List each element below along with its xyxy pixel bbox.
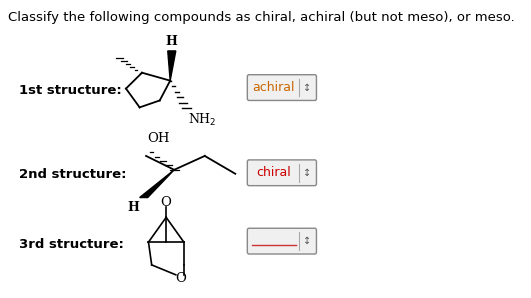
Text: O: O [175,272,186,285]
Text: ↕: ↕ [303,83,311,93]
Text: O: O [161,196,172,209]
Text: 3rd structure:: 3rd structure: [19,238,124,251]
Text: chiral: chiral [256,166,292,179]
FancyBboxPatch shape [247,75,316,100]
FancyBboxPatch shape [247,160,316,186]
Text: 1st structure:: 1st structure: [19,84,122,97]
Text: Classify the following compounds as chiral, achiral (but not meso), or meso.: Classify the following compounds as chir… [8,11,515,24]
Text: H: H [128,201,140,213]
Text: 2nd structure:: 2nd structure: [19,168,126,181]
Polygon shape [168,51,176,81]
Text: ↕: ↕ [303,236,311,246]
Text: H: H [166,35,178,48]
Text: NH$_2$: NH$_2$ [188,112,217,128]
Text: achiral: achiral [253,81,295,94]
Text: ↕: ↕ [303,168,311,178]
Polygon shape [140,170,174,198]
FancyBboxPatch shape [247,228,316,254]
Text: OH: OH [148,132,170,145]
